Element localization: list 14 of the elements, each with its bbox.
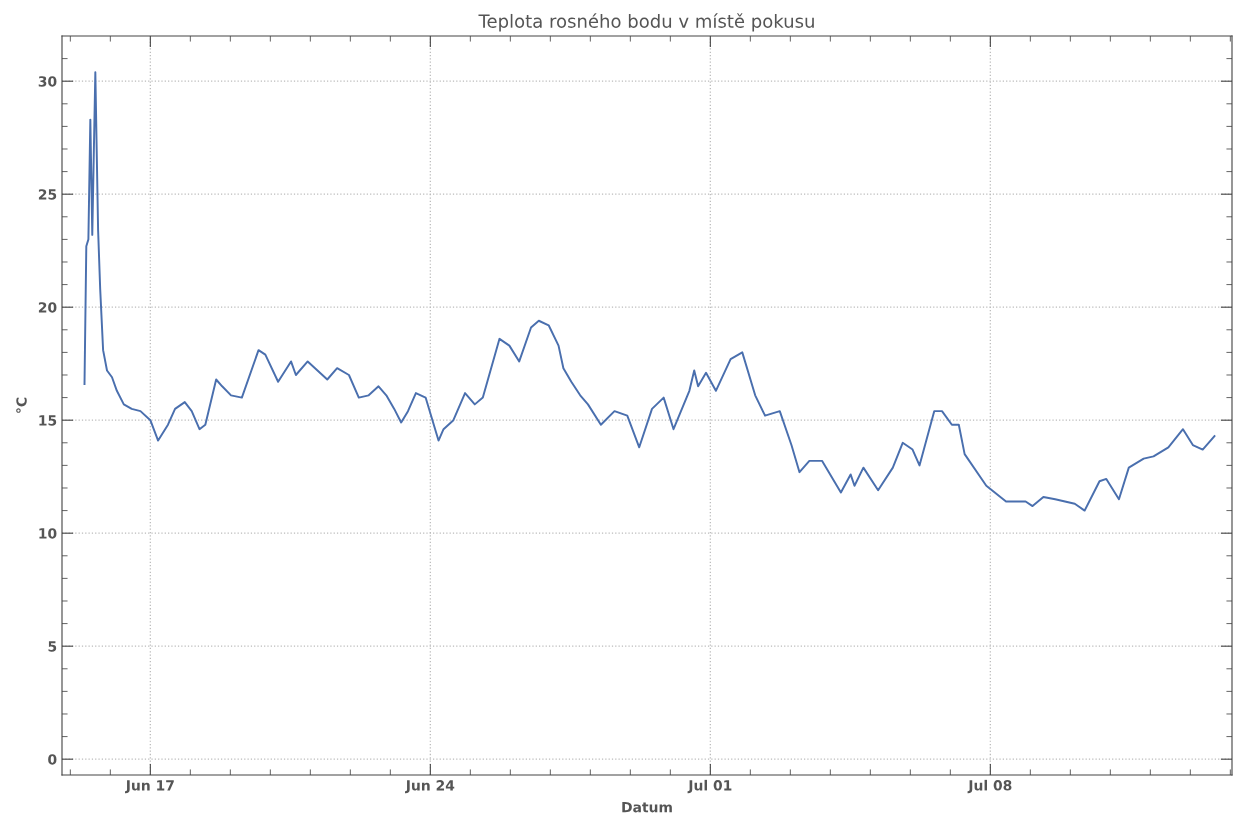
y-tick-label: 0	[48, 754, 57, 765]
y-tick-label: 15	[39, 415, 57, 426]
y-tick-label: 25	[38, 189, 57, 200]
y-tick-label: 20	[38, 302, 57, 313]
y-tick-label: 5	[48, 641, 57, 652]
x-tick-label: Jul 08	[967, 779, 1012, 794]
x-tick-label: Jun 17	[125, 780, 174, 794]
chart-title: Teplota rosného bodu v místě pokusu	[478, 13, 814, 32]
y-tick-label: 10	[39, 528, 57, 539]
x-tick-label: Jun 24	[405, 780, 455, 794]
y-axis-title: °C	[16, 397, 27, 413]
x-tick-label: Jul 01	[687, 779, 732, 794]
y-tick-label: 30	[38, 76, 57, 87]
x-axis-title: Datum	[622, 802, 672, 813]
